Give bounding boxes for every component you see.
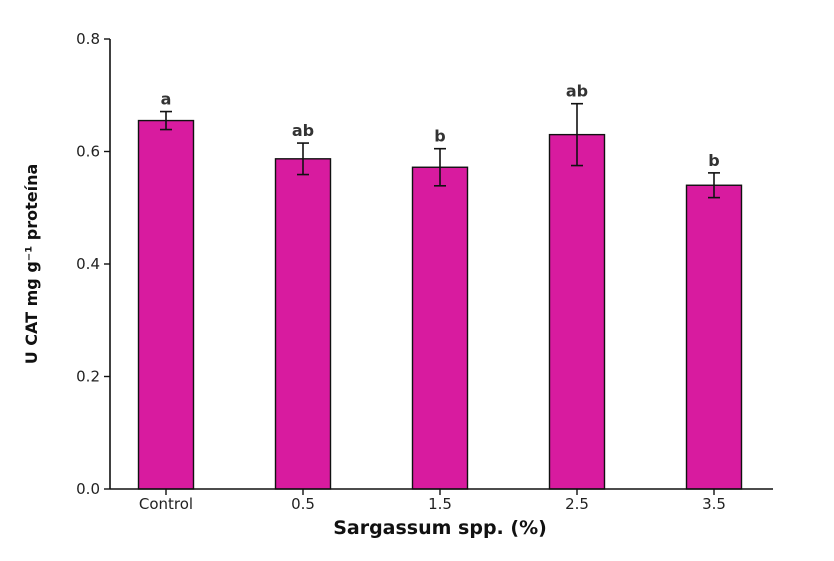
y-tick-label: 0.0 [76,480,100,498]
y-axis-ticks: 0.0 0.2 0.4 0.6 0.8 [76,30,110,498]
bar [274,158,332,490]
y-tick-label: 0.8 [76,30,100,48]
bar [411,166,469,490]
x-tick-label: 3.5 [702,495,726,513]
x-axis-ticks: Control 0.5 1.5 2.5 3.5 [139,489,726,513]
x-tick-label: 2.5 [565,495,589,513]
bar [685,184,743,490]
error-bars [160,102,720,199]
bar [548,133,606,490]
significance-label: ab [566,82,588,101]
x-tick-label: Control [139,495,193,513]
y-tick-label: 0.4 [76,255,100,273]
significance-label: b [434,127,445,146]
significance-label: ab [292,121,314,140]
significance-label: a [161,90,172,109]
y-axis-title: U CAT mg g⁻¹ proteína [22,164,41,365]
x-axis-title: Sargassum spp. (%) [333,517,547,539]
significance-labels: a ab b ab b [161,82,720,170]
y-tick-label: 0.2 [76,368,100,386]
bar [137,119,195,490]
x-tick-label: 1.5 [428,495,452,513]
significance-label: b [708,151,719,170]
x-tick-label: 0.5 [291,495,315,513]
y-tick-label: 0.6 [76,143,100,161]
bars [137,119,743,490]
